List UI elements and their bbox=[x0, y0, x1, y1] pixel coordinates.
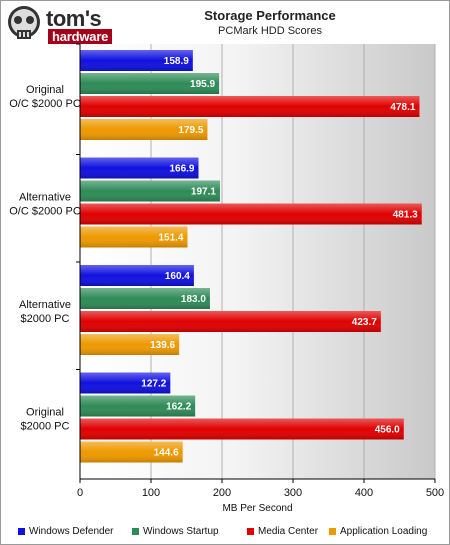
category-label: Alternative O/C $2000 PC bbox=[9, 192, 81, 218]
bar-value-label: 158.9 bbox=[164, 56, 189, 67]
legend: Windows Defender Windows Startup Media Cen… bbox=[0, 524, 450, 540]
x-tick-label: 200 bbox=[213, 487, 231, 499]
category-label-line: O/C $2000 PC bbox=[9, 98, 81, 110]
legend-item: Application Loading bbox=[329, 526, 427, 537]
bar-shine bbox=[80, 395, 196, 417]
bar-value-label: 127.2 bbox=[141, 379, 166, 390]
legend-swatch bbox=[18, 528, 25, 535]
x-axis-label: MB Per Second bbox=[222, 503, 292, 514]
bar-value-label: 183.0 bbox=[181, 294, 206, 305]
legend-swatch bbox=[132, 528, 139, 535]
bar-shine bbox=[80, 418, 404, 440]
bar-value-label: 151.4 bbox=[158, 233, 183, 244]
bar-value-label: 195.9 bbox=[190, 79, 215, 90]
bar-shine bbox=[80, 50, 193, 71]
legend-item: Windows Defender bbox=[18, 526, 113, 537]
bar-shine bbox=[80, 157, 199, 179]
bar-shine bbox=[80, 334, 180, 355]
category-label: Alternative $2000 PC bbox=[19, 299, 71, 325]
bar-value-label: 160.4 bbox=[165, 271, 190, 282]
category-label-line: O/C $2000 PC bbox=[9, 206, 81, 218]
chart-title: Storage Performance bbox=[204, 8, 336, 23]
legend-label: Windows Defender bbox=[29, 526, 114, 537]
legend-label: Windows Startup bbox=[143, 526, 219, 537]
legend-swatch bbox=[329, 528, 336, 535]
bar-value-label: 162.2 bbox=[166, 402, 191, 413]
logo-skull-icon bbox=[8, 6, 40, 39]
bar-shine bbox=[80, 226, 188, 248]
bar-value-label: 478.1 bbox=[390, 102, 415, 113]
legend-item: Media Center bbox=[247, 526, 318, 537]
bar-shine bbox=[80, 311, 381, 332]
bar-shine bbox=[80, 288, 210, 309]
legend-swatch bbox=[247, 528, 254, 535]
x-tick-label: 300 bbox=[284, 487, 302, 499]
bar-shine bbox=[80, 180, 220, 202]
category-label-line: Original bbox=[26, 407, 64, 419]
category-label: Original O/C $2000 PC bbox=[9, 84, 81, 110]
bar-value-label: 456.0 bbox=[375, 425, 400, 436]
bar-shine bbox=[80, 265, 194, 286]
x-tick-label: 500 bbox=[426, 487, 444, 499]
bar-shine bbox=[80, 203, 422, 225]
bar-shine bbox=[80, 119, 208, 140]
bar-shine bbox=[80, 372, 171, 394]
logo: tom's hardware bbox=[4, 3, 114, 49]
bar-value-label: 423.7 bbox=[352, 317, 377, 328]
logo-brand-subtext: hardware bbox=[48, 29, 113, 44]
bar-shine bbox=[80, 441, 183, 463]
category-label: Original $2000 PC bbox=[21, 407, 70, 433]
x-tick-label: 100 bbox=[142, 487, 160, 499]
bar-shine bbox=[80, 96, 420, 117]
category-label-line: Alternative bbox=[19, 192, 71, 204]
bar-value-label: 144.6 bbox=[154, 448, 179, 459]
category-label-line: Original bbox=[26, 84, 64, 96]
logo-brand-text: tom's bbox=[46, 6, 102, 31]
category-label-line: Alternative bbox=[19, 299, 71, 311]
bar-value-label: 139.6 bbox=[150, 340, 175, 351]
legend-item: Windows Startup bbox=[132, 526, 219, 537]
x-tick-label: 0 bbox=[77, 487, 83, 499]
legend-label: Media Center bbox=[258, 526, 319, 537]
category-label-line: $2000 PC bbox=[21, 313, 70, 325]
chart-subtitle: PCMark HDD Scores bbox=[218, 25, 322, 37]
bar-value-label: 197.1 bbox=[191, 187, 216, 198]
category-label-line: $2000 PC bbox=[21, 421, 70, 433]
legend-label: Application Loading bbox=[340, 526, 428, 537]
bar-value-label: 166.9 bbox=[169, 164, 194, 175]
bar-value-label: 179.5 bbox=[178, 125, 203, 136]
bar-value-label: 481.3 bbox=[393, 210, 418, 221]
x-tick-label: 400 bbox=[355, 487, 373, 499]
bar-shine bbox=[80, 73, 220, 94]
